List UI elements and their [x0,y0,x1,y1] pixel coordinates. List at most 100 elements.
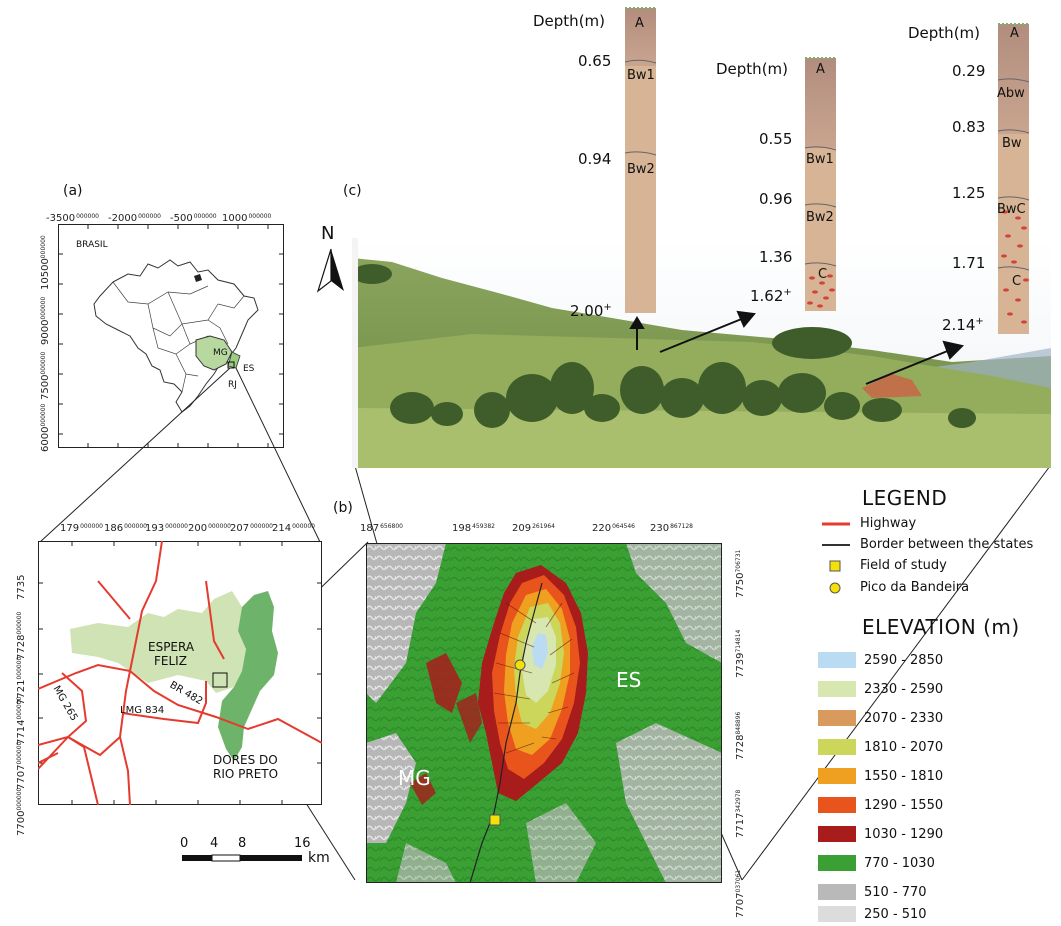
profile-1-bottom: 2.00+ [570,302,612,320]
elevation-swatch [818,797,856,813]
elevation-swatch [818,652,856,668]
scale-unit: km [308,850,330,866]
profile-2-horizon: A [816,62,825,77]
elev-y-tick: 7707037061 [735,869,746,918]
panel-b-label: (b) [333,500,353,516]
elev-x-tick: 230867128 [650,523,693,534]
profile-2-depth: 0.55 [759,130,793,148]
town-dores-line1: DORES DO [213,753,278,767]
profile-3-depth-title: Depth(m) [908,24,981,42]
elev-x-tick: 220064546 [592,523,635,534]
elevation-class: 2070 - 2330 [818,710,943,726]
profile-2-depth-title: Depth(m) [716,60,789,78]
profile-3-horizon: BwC [997,202,1026,217]
panel-a-label: (a) [63,183,83,199]
scale-label-4: 4 [210,836,219,851]
elev-map-es-label: ES [616,668,642,692]
profile-3-depth: 0.83 [952,118,986,136]
region-x-tick: 207000000 [230,523,273,534]
elev-x-tick: 198459382 [452,523,495,534]
profile-2-depth: 1.36 [759,248,793,266]
elevation-legend-title: ELEVATION (m) [862,615,1020,639]
profile-3-horizon: Abw [997,86,1025,101]
scale-label-8: 8 [238,836,247,851]
brasil-x-tick: 1000000000 [222,213,272,224]
profile-1-depth: 0.94 [578,150,612,168]
profile-1-depth-title: Depth(m) [533,12,606,30]
brasil-x-tick: -500000000 [170,213,217,224]
elev-x-tick: 209261964 [512,523,555,534]
highway-line-icon [822,522,850,525]
elevation-swatch [818,768,856,784]
town-espera-feliz-line1: ESPERA [148,640,195,654]
profile-2-depth: 0.96 [759,190,793,208]
elevation-swatch [818,884,856,900]
scale-label-0: 0 [180,836,189,851]
elevation-class: 1550 - 1810 [818,768,943,784]
road-lmg-834-label: LMG 834 [120,705,165,716]
brasil-map [58,224,284,448]
legend-item-highway: Highway [820,516,916,531]
profile-1-horizon: A [635,16,644,31]
legend-item-pico-da-bandeira: Pico da Bandeira [820,580,969,595]
brasil-x-tick: -3500000000 [46,213,99,224]
elev-y-tick: 7739714814 [735,629,746,678]
elevation-swatch [818,681,856,697]
elevation-class: 1030 - 1290 [818,826,943,842]
region-x-tick: 179000000 [60,523,103,534]
panel-c-label: (c) [343,183,362,199]
elevation-swatch [818,906,856,922]
elevation-class: 510 - 770 [818,884,927,900]
scale-bar [182,854,302,862]
elevation-class: 1290 - 1550 [818,797,943,813]
north-arrow-icon [316,248,344,293]
region-x-tick: 214000000 [272,523,315,534]
profile-2-horizon: C [818,267,828,282]
region-x-tick: 200000000 [188,523,231,534]
scale-label-16: 16 [294,836,311,851]
rj-label: RJ [228,380,237,390]
profile-3-depth: 0.29 [952,62,986,80]
elevation-swatch [818,826,856,842]
border-line-icon [822,543,850,546]
square-marker-icon [829,560,841,571]
region-x-tick: 193000000 [145,523,188,534]
elev-map-mg-label: MG [398,766,431,790]
elevation-class: 770 - 1030 [818,855,935,871]
mg-label: MG [213,348,228,358]
brasil-x-tick: -2000000000 [108,213,161,224]
profile-3-bottom: 2.14+ [942,316,984,334]
profile-1-horizon: Bw1 [627,68,655,83]
elev-y-tick: 7728848896 [735,711,746,760]
profile-3-horizon: C [1012,274,1022,289]
profile-3-horizon: Bw [1002,136,1022,151]
region-x-tick: 186000000 [104,523,147,534]
profile-2-horizon: Bw2 [806,210,834,225]
elev-x-tick: 187656800 [360,523,403,534]
elev-y-tick: 7750706731 [735,549,746,598]
circle-marker-icon [829,582,841,593]
elevation-class: 1810 - 2070 [818,739,943,755]
elevation-map [366,543,722,883]
elevation-class: 250 - 510 [818,906,927,922]
profile-1-depth: 0.65 [578,52,612,70]
profile-1-horizon: Bw2 [627,162,655,177]
region-map [38,541,322,805]
brasil-label: BRASIL [76,240,108,250]
elevation-class: 2590 - 2850 [818,652,943,668]
profile-3-horizon: A [1010,26,1019,41]
elevation-swatch [818,739,856,755]
profile-3-depth: 1.71 [952,254,986,272]
es-label: ES [243,364,255,374]
elevation-swatch [818,710,856,726]
legend-item-border: Border between the states [820,537,1033,552]
elevation-swatch [818,855,856,871]
profile-3-depth: 1.25 [952,184,986,202]
profile-2-bottom: 1.62+ [750,287,792,305]
town-dores-line2: RIO PRETO [213,767,279,781]
legend-title: LEGEND [862,486,948,510]
elevation-class: 2330 - 2590 [818,681,943,697]
town-espera-feliz-line2: FELIZ [154,654,187,668]
profile-2-horizon: Bw1 [806,152,834,167]
elev-y-tick: 7717342978 [735,789,746,838]
